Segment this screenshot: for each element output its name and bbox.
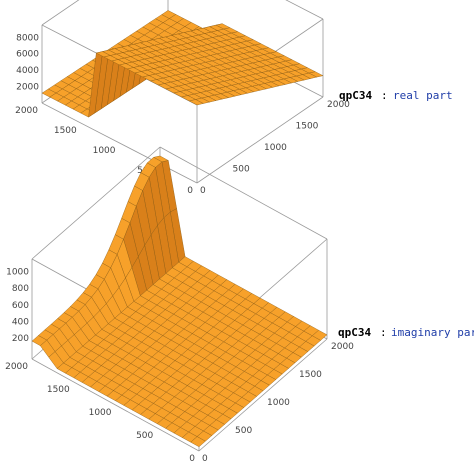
z-tick-label: 600 xyxy=(12,301,29,311)
x-tick-label: 0 xyxy=(200,186,206,196)
axis-ticks: 500 1000 1500 2000 00 500 1000 1500 2000 200 400 60… xyxy=(5,268,354,465)
y-tick-label: 2000 xyxy=(15,106,38,116)
z-tick-label: 6000 xyxy=(16,50,39,60)
real-part-plot: 5001000150020000050010001500200020004000… xyxy=(15,0,350,196)
x-tick-label: 1000 xyxy=(267,398,290,408)
label-name: qpC34 xyxy=(338,326,371,339)
surface xyxy=(31,155,328,448)
box-edge xyxy=(41,102,198,184)
x-tick-label: 1000 xyxy=(264,143,287,153)
box-edge xyxy=(159,146,328,240)
label-part: imaginary part xyxy=(391,326,474,339)
surface-patch xyxy=(188,99,205,106)
box-edge xyxy=(41,0,80,26)
imaginary-part-label: qpC34 : imaginary part xyxy=(338,326,474,339)
box-edge xyxy=(31,146,161,260)
box-edge xyxy=(196,96,324,184)
box-edge xyxy=(31,358,200,452)
y-tick-label: 500 xyxy=(136,431,153,441)
z-tick-label: 800 xyxy=(12,284,29,294)
surface xyxy=(41,10,324,118)
x-tick-label: 1500 xyxy=(299,370,322,380)
label-separator: : xyxy=(380,326,387,339)
x-tick-label: 500 xyxy=(233,165,250,175)
z-tick-label: 4000 xyxy=(16,66,39,76)
x-tick-label: 1500 xyxy=(296,122,319,132)
x-tick-label: 2000 xyxy=(327,100,350,110)
z-tick-label: 200 xyxy=(12,334,29,344)
x-tick-label: 2000 xyxy=(331,342,354,352)
z-tick-label: 2000 xyxy=(16,83,39,93)
surface-patch xyxy=(190,436,206,448)
z-tick-label: 400 xyxy=(12,318,29,328)
y-tick-label: 1500 xyxy=(47,385,70,395)
label-part: real part xyxy=(393,89,453,102)
box-edge xyxy=(198,338,328,452)
box-edge xyxy=(285,0,324,20)
real-part-label: qpC34 : real part xyxy=(339,89,453,102)
label-separator: : xyxy=(381,89,388,102)
z-tick-label: 8000 xyxy=(16,33,39,43)
y-tick-label: 1000 xyxy=(89,408,112,418)
imaginary-part-plot: 5001000150020000050010001500200020040060… xyxy=(5,146,354,465)
y-tick-label: 2000 xyxy=(5,362,28,372)
y-tick-label: 1000 xyxy=(93,146,116,156)
z-tick-label: 1000 xyxy=(6,268,29,278)
y-tick-label: 0 xyxy=(189,454,195,464)
x-tick-label: 500 xyxy=(235,426,252,436)
x-tick-label: 0 xyxy=(202,454,208,464)
y-tick-label: 0 xyxy=(187,186,193,196)
axis-ticks: 5001000150020000050010001500200020004000… xyxy=(15,33,350,196)
label-name: qpC34 xyxy=(339,89,372,102)
y-tick-label: 1500 xyxy=(54,126,77,136)
